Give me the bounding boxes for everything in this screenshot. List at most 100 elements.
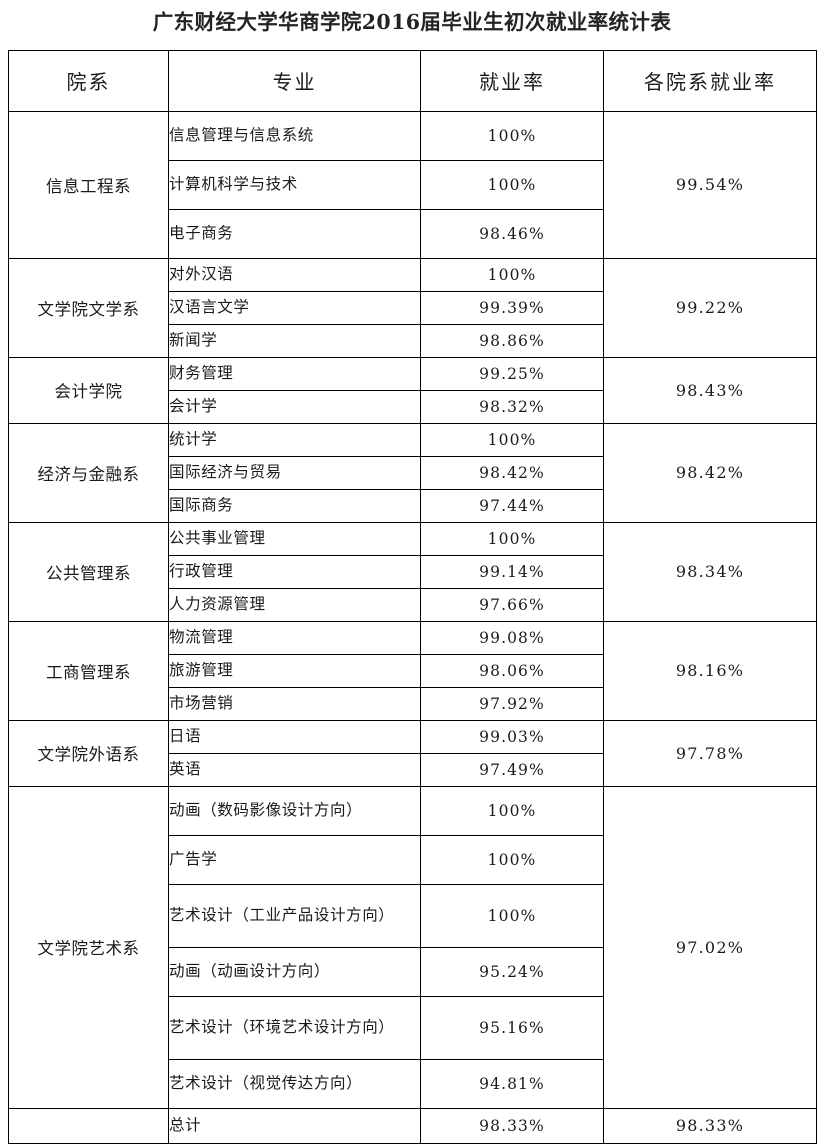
major-name: 行政管理: [168, 554, 421, 589]
total-label: 总计: [168, 1107, 421, 1144]
major-name: 动画（数码影像设计方向）: [168, 785, 421, 836]
table-row: 艺术设计（环境艺术设计方向） 95.16%: [9, 995, 817, 1060]
table-row: 工商管理系 物流管理 99.08% 98.16%: [8, 620, 817, 721]
table-row: 文学院文学系 对外汉语 100% 99.22%: [8, 257, 817, 358]
major-rate: 98.86%: [420, 323, 604, 358]
department-name: 会计学院: [8, 356, 169, 424]
major-name: 新闻学: [168, 323, 421, 358]
major-rate: 100%: [420, 110, 604, 161]
department-rate: 98.42%: [603, 422, 817, 523]
table-row: 国际经济与贸易 98.42%: [9, 455, 817, 490]
major-name: 计算机科学与技术: [168, 159, 421, 210]
table-header-row: 院系 专业 就业率 各院系就业率: [8, 49, 817, 112]
major-rate: 98.46%: [420, 208, 604, 259]
table-row: 市场营销 97.92%: [9, 686, 817, 721]
major-name: 艺术设计（工业产品设计方向）: [168, 883, 421, 948]
major-name: 艺术设计（视觉传达方向）: [168, 1058, 421, 1109]
major-rate: 100%: [420, 422, 604, 457]
major-name: 英语: [168, 752, 421, 787]
major-rate: 99.25%: [420, 356, 604, 391]
table-row: 广告学 100%: [9, 834, 817, 885]
major-name: 会计学: [168, 389, 421, 424]
table-row: 信息工程系 信息管理与信息系统 100% 99.54%: [8, 110, 817, 259]
department-rate: 98.43%: [603, 356, 817, 424]
major-name: 财务管理: [168, 356, 421, 391]
department-rate: 98.34%: [603, 521, 817, 622]
major-rate: 97.49%: [420, 752, 604, 787]
major-name: 对外汉语: [168, 257, 421, 292]
table-row: 经济与金融系 统计学 100% 98.42%: [8, 422, 817, 523]
table-row: 动画（动画设计方向） 95.24%: [9, 946, 817, 997]
employment-rate-table: 院系 专业 就业率 各院系就业率 信息工程系 信息管理与信息系统 100% 99…: [8, 49, 817, 1144]
major-rate: 97.92%: [420, 686, 604, 721]
major-rate: 99.08%: [420, 620, 604, 655]
header-major: 专业: [168, 49, 421, 112]
table-row: 国际商务 97.44%: [9, 488, 817, 523]
department-name: 文学院艺术系: [8, 785, 169, 1109]
major-rate: 97.44%: [420, 488, 604, 523]
major-rate: 100%: [420, 883, 604, 948]
major-rate: 99.14%: [420, 554, 604, 589]
major-name: 物流管理: [168, 620, 421, 655]
major-name: 汉语言文学: [168, 290, 421, 325]
table-row: 新闻学 98.86%: [9, 323, 817, 358]
major-name: 电子商务: [168, 208, 421, 259]
department-rate: 99.22%: [603, 257, 817, 358]
major-name: 日语: [168, 719, 421, 754]
table-row: 公共管理系 公共事业管理 100% 98.34%: [8, 521, 817, 622]
major-name: 公共事业管理: [168, 521, 421, 556]
major-name: 统计学: [168, 422, 421, 457]
table-row: 艺术设计（工业产品设计方向） 100%: [9, 883, 817, 948]
major-rate: 100%: [420, 521, 604, 556]
document-page: 广东财经大学华商学院2016届毕业生初次就业率统计表 院系 专业 就业率 各院系…: [8, 10, 817, 1144]
header-dept-rate: 各院系就业率: [603, 49, 817, 112]
major-name: 广告学: [168, 834, 421, 885]
major-name: 动画（动画设计方向）: [168, 946, 421, 997]
department-rate: 99.54%: [603, 110, 817, 259]
major-name: 国际经济与贸易: [168, 455, 421, 490]
total-dept-rate: 98.33%: [603, 1107, 817, 1144]
department-name: 文学院文学系: [8, 257, 169, 358]
major-rate: 95.16%: [420, 995, 604, 1060]
major-rate: 100%: [420, 159, 604, 210]
major-name: 市场营销: [168, 686, 421, 721]
department-rate: 98.16%: [603, 620, 817, 721]
major-rate: 95.24%: [420, 946, 604, 997]
department-name: 信息工程系: [8, 110, 169, 259]
major-name: 信息管理与信息系统: [168, 110, 421, 161]
department-name: 工商管理系: [8, 620, 169, 721]
table-row: 会计学 98.32%: [9, 389, 817, 424]
major-rate: 98.06%: [420, 653, 604, 688]
major-rate: 100%: [420, 257, 604, 292]
table-row: 行政管理 99.14%: [9, 554, 817, 589]
table-row: 计算机科学与技术 100%: [9, 159, 817, 210]
table-row: 会计学院 财务管理 99.25% 98.43%: [8, 356, 817, 424]
department-name: 文学院外语系: [8, 719, 169, 787]
major-rate: 97.66%: [420, 587, 604, 622]
major-name: 国际商务: [168, 488, 421, 523]
header-rate: 就业率: [420, 49, 604, 112]
major-rate: 99.39%: [420, 290, 604, 325]
table-row: 艺术设计（视觉传达方向） 94.81%: [9, 1058, 817, 1109]
table-row: 汉语言文学 99.39%: [9, 290, 817, 325]
table-row: 英语 97.49%: [9, 752, 817, 787]
major-rate: 94.81%: [420, 1058, 604, 1109]
total-department-blank: [8, 1107, 169, 1144]
major-rate: 99.03%: [420, 719, 604, 754]
table-row: 文学院艺术系 动画（数码影像设计方向） 100% 97.02%: [8, 785, 817, 1109]
major-rate: 98.32%: [420, 389, 604, 424]
header-department: 院系: [8, 49, 169, 112]
major-rate: 100%: [420, 834, 604, 885]
major-rate: 98.42%: [420, 455, 604, 490]
page-title: 广东财经大学华商学院2016届毕业生初次就业率统计表: [152, 10, 672, 34]
department-rate: 97.02%: [603, 785, 817, 1109]
table-row: 电子商务 98.46%: [9, 208, 817, 259]
major-rate: 100%: [420, 785, 604, 836]
department-rate: 97.78%: [603, 719, 817, 787]
table-row: 人力资源管理 97.66%: [9, 587, 817, 622]
major-name: 艺术设计（环境艺术设计方向）: [168, 995, 421, 1060]
total-rate: 98.33%: [420, 1107, 604, 1144]
department-name: 经济与金融系: [8, 422, 169, 523]
major-name: 人力资源管理: [168, 587, 421, 622]
major-name: 旅游管理: [168, 653, 421, 688]
